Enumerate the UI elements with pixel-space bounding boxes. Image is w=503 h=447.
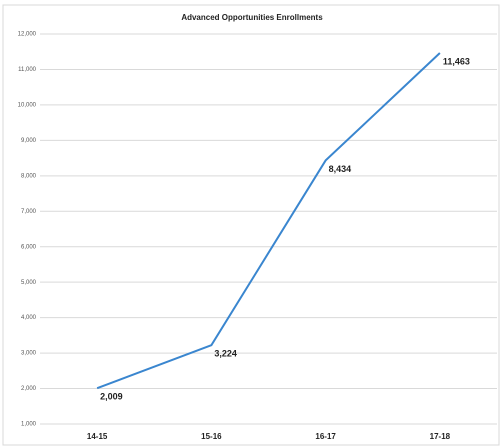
x-tick-label: 15-16 — [201, 432, 222, 441]
y-tick-label: 2,000 — [21, 386, 37, 392]
data-label: 11,463 — [443, 56, 470, 66]
chart-title: Advanced Opportunities Enrollments — [181, 13, 323, 22]
y-tick-label: 12,000 — [18, 32, 37, 38]
y-tick-label: 8,000 — [21, 173, 37, 179]
y-tick-label: 9,000 — [21, 138, 37, 144]
x-tick-label: 14-15 — [87, 432, 108, 441]
y-tick-label: 4,000 — [21, 315, 37, 321]
data-label: 2,009 — [100, 392, 123, 402]
x-tick-label: 16-17 — [315, 432, 336, 441]
data-line — [96, 52, 441, 390]
y-tick-label: 11,000 — [18, 67, 37, 73]
data-label: 3,224 — [214, 349, 237, 359]
data-label: 8,434 — [329, 164, 352, 174]
y-tick-label: 3,000 — [21, 351, 37, 357]
y-tick-label: 6,000 — [21, 244, 37, 250]
y-tick-label: 10,000 — [18, 102, 37, 108]
y-tick-label: 1,000 — [21, 422, 37, 428]
x-tick-label: 17-18 — [430, 432, 451, 441]
y-tick-label: 7,000 — [21, 209, 37, 215]
y-tick-label: 5,000 — [21, 280, 37, 286]
chart-frame — [2, 4, 500, 446]
